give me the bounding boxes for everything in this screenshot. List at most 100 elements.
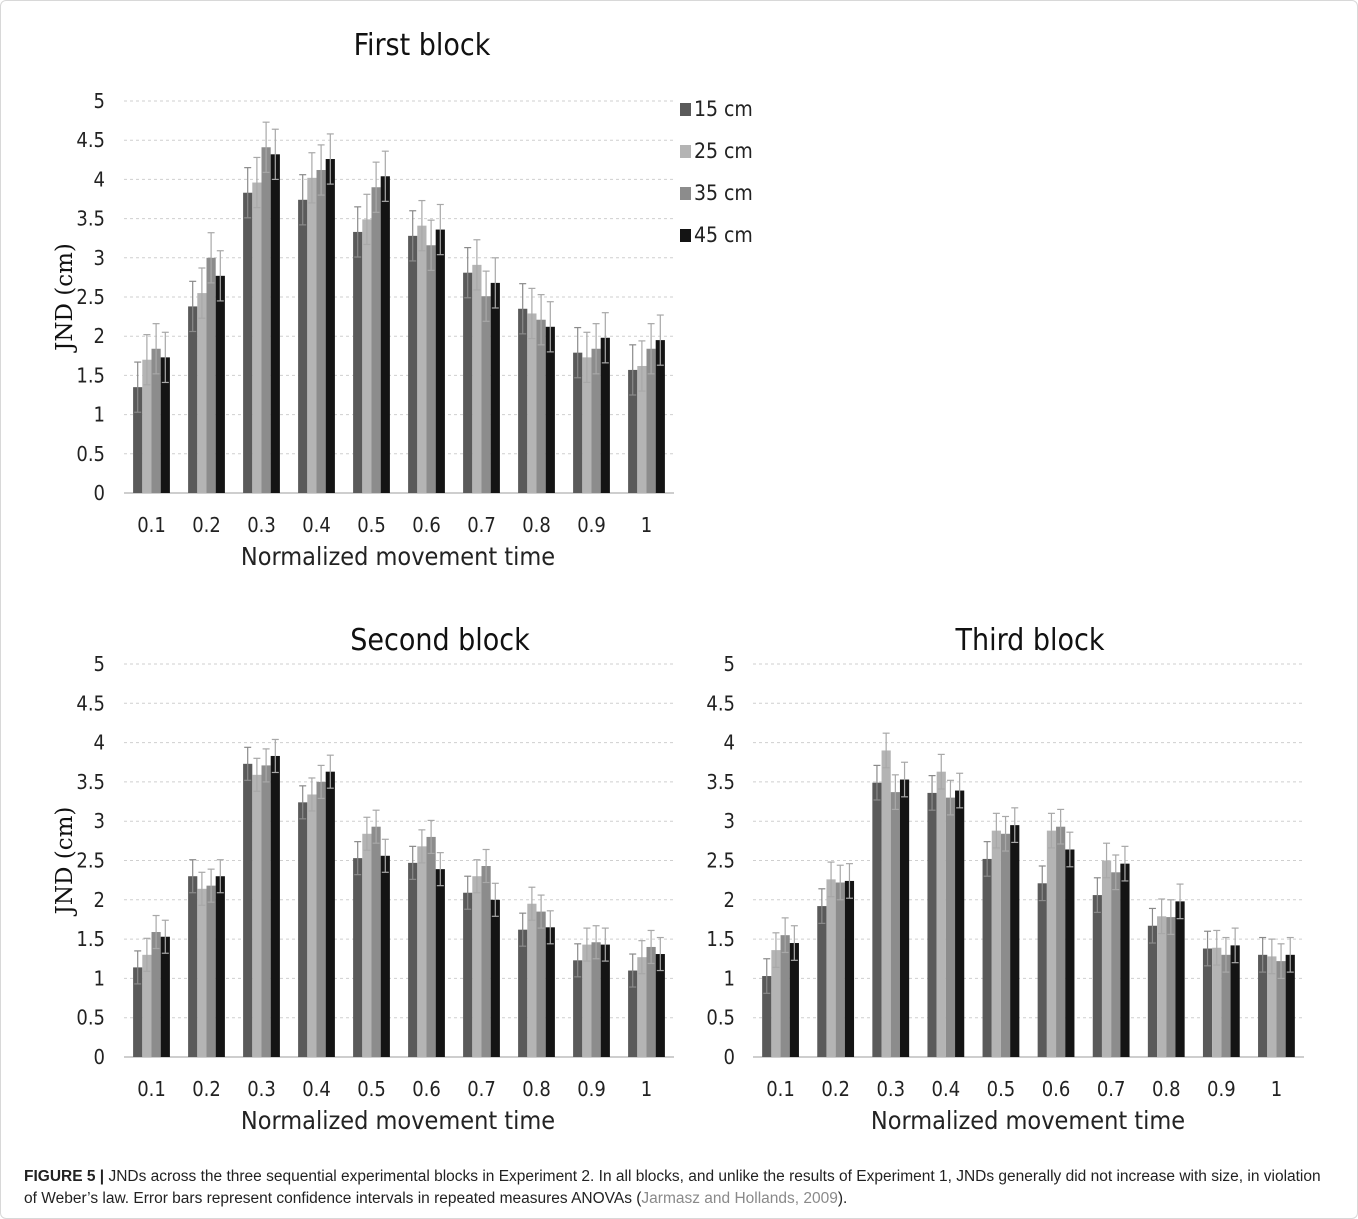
bar (628, 970, 638, 1057)
bar (270, 755, 280, 1057)
bar (481, 296, 491, 493)
bar (316, 169, 326, 493)
bar (536, 911, 546, 1057)
bar (371, 187, 381, 494)
legend-label: 35 cm (694, 181, 753, 205)
bar (826, 879, 836, 1057)
x-axis-label: Normalized movement time (871, 1106, 1185, 1135)
x-tick-label: 1 (641, 1077, 652, 1101)
caption-text: JNDs across the three sequential experim… (24, 1168, 1321, 1207)
bar (591, 942, 601, 1057)
chart-title: First block (354, 28, 491, 63)
x-tick-label: 0.4 (932, 1077, 961, 1101)
legend-swatch (680, 187, 691, 200)
figure-caption: FIGURE 5 | JNDs across the three sequent… (24, 1166, 1334, 1210)
x-tick-label: 0.2 (192, 513, 221, 537)
y-tick-label: 2.5 (76, 849, 105, 873)
bar (1285, 954, 1295, 1057)
y-tick-label: 0 (724, 1045, 735, 1069)
bar (197, 888, 207, 1057)
bar (206, 885, 216, 1057)
bar (527, 313, 537, 493)
bar (872, 782, 882, 1057)
x-tick-label: 0.9 (577, 1077, 606, 1101)
y-tick-label: 1.5 (706, 927, 735, 951)
bar (151, 348, 161, 493)
y-tick-label: 3 (724, 809, 735, 833)
bar (316, 781, 326, 1057)
bar (270, 154, 280, 493)
bar (1230, 945, 1240, 1057)
bar (298, 802, 308, 1057)
bar (881, 750, 891, 1057)
y-tick-label: 3.5 (706, 770, 735, 794)
bar (936, 771, 946, 1057)
bar (545, 927, 555, 1057)
bar (1101, 860, 1112, 1057)
bar (353, 231, 363, 494)
bar (426, 836, 436, 1057)
bar (151, 932, 161, 1057)
caption-label: FIGURE 5 | (24, 1168, 105, 1185)
y-tick-label: 3.5 (76, 207, 105, 231)
bar (1111, 872, 1121, 1057)
x-tick-label: 0.6 (412, 513, 441, 537)
bar (1276, 961, 1286, 1057)
bar (527, 903, 537, 1057)
x-tick-label: 0.5 (987, 1077, 1016, 1101)
bar (1175, 901, 1185, 1057)
bar (817, 906, 827, 1057)
bar (243, 192, 253, 493)
y-tick-label: 0 (94, 1045, 105, 1069)
bar (380, 855, 390, 1057)
bar (188, 876, 198, 1057)
bar (490, 282, 500, 493)
bar (890, 792, 900, 1057)
bar (582, 944, 592, 1057)
bar (982, 858, 992, 1057)
bar (945, 797, 956, 1057)
bar (1037, 883, 1047, 1057)
bar (573, 960, 583, 1057)
caption-reference-link[interactable]: Jarmasz and Hollands, 2009 (641, 1190, 838, 1207)
y-tick-label: 1.5 (76, 927, 105, 951)
bar (655, 340, 665, 493)
legend-label: 25 cm (694, 139, 753, 163)
y-tick-label: 1 (94, 403, 105, 427)
bar (252, 182, 262, 493)
bar (252, 774, 262, 1057)
y-tick-label: 0 (94, 481, 105, 505)
legend-label: 45 cm (694, 223, 753, 247)
bar (591, 348, 601, 493)
chart-panel-3: Third block 0 0.5 1 1.5 2 2.5 3 3.5 4 4.5 5 0.1 0.2 0.… (706, 623, 1304, 1135)
y-axis-label: JND (cm) (52, 243, 78, 353)
bar (518, 308, 528, 493)
bar (472, 264, 482, 493)
x-tick-label: 0.5 (357, 1077, 386, 1101)
chart-title: Second block (350, 623, 530, 658)
y-tick-label: 4.5 (706, 691, 735, 715)
y-tick-label: 1 (94, 966, 105, 990)
bar (142, 954, 152, 1057)
bar (927, 792, 937, 1057)
bar (353, 858, 363, 1057)
y-axis-label: JND (cm) (52, 807, 78, 917)
x-tick-label: 0.4 (302, 513, 331, 537)
bar (518, 929, 528, 1057)
bar (298, 199, 308, 493)
x-tick-label: 0.8 (1152, 1077, 1181, 1101)
bar (628, 369, 638, 493)
bar (545, 326, 555, 493)
bar (600, 944, 610, 1057)
bar (536, 319, 546, 493)
bar (371, 826, 381, 1057)
y-tick-label: 2 (724, 888, 735, 912)
x-tick-label: 0.7 (467, 513, 496, 537)
bar (408, 235, 418, 493)
bar (1202, 948, 1213, 1057)
bar (472, 876, 482, 1057)
y-tick-label: 1.5 (76, 363, 105, 387)
legend-swatch (680, 145, 691, 158)
bar (481, 866, 491, 1057)
x-tick-label: 0.3 (247, 1077, 276, 1101)
